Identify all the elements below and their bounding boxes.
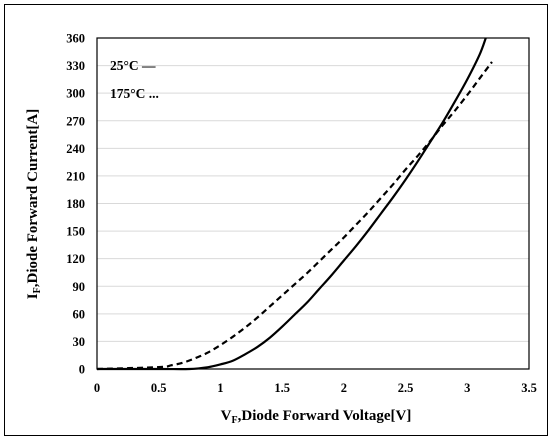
y-tick-label: 270	[66, 114, 85, 128]
legend-entry-175c: 175°C ...	[110, 86, 159, 101]
y-tick-label: 180	[66, 197, 85, 211]
x-tick-label: 2	[341, 381, 347, 395]
series-175c-line	[96, 61, 493, 371]
x-tick-label: 1.5	[274, 381, 290, 395]
y-tick-label: 360	[66, 32, 85, 46]
y-tick-label: 30	[73, 335, 86, 349]
legend-entry-25c: 25°C —	[110, 58, 156, 73]
y-tick-label: 210	[66, 169, 85, 183]
series-layer	[96, 37, 493, 371]
y-tick-label: 330	[66, 59, 85, 73]
legend: 25°C — 175°C ...	[110, 58, 159, 101]
x-tick-label: 2.5	[398, 381, 414, 395]
y-tick-labels: 0 30 60 90 120 150 180 210 240 270 300 330 360	[66, 32, 85, 377]
y-tick-label: 300	[66, 87, 85, 101]
chart-frame	[4, 4, 548, 436]
x-tick-label: 1	[217, 381, 223, 395]
y-tick-label: 240	[66, 142, 85, 156]
series-25c-line	[97, 37, 487, 371]
y-tick-label: 90	[73, 280, 86, 294]
x-tick-label: 3.5	[521, 381, 537, 395]
x-tick-labels: 0 0.5 1 1.5 2 2.5 3 3.5	[94, 381, 537, 395]
x-tick-label: 0.5	[151, 381, 167, 395]
y-tick-label: 120	[66, 252, 85, 266]
x-tick-label: 0	[94, 381, 100, 395]
grid	[97, 65, 529, 342]
plot-area-border	[96, 37, 530, 370]
x-axis-title: VF,Diode Forward Voltage[V]	[221, 408, 412, 426]
x-tick-label: 3	[464, 381, 470, 395]
y-tick-label: 60	[73, 307, 86, 321]
y-tick-label: 150	[66, 225, 85, 239]
y-axis-title: IF,Diode Forward Current[A]	[25, 109, 43, 299]
y-tick-label: 0	[79, 363, 85, 377]
